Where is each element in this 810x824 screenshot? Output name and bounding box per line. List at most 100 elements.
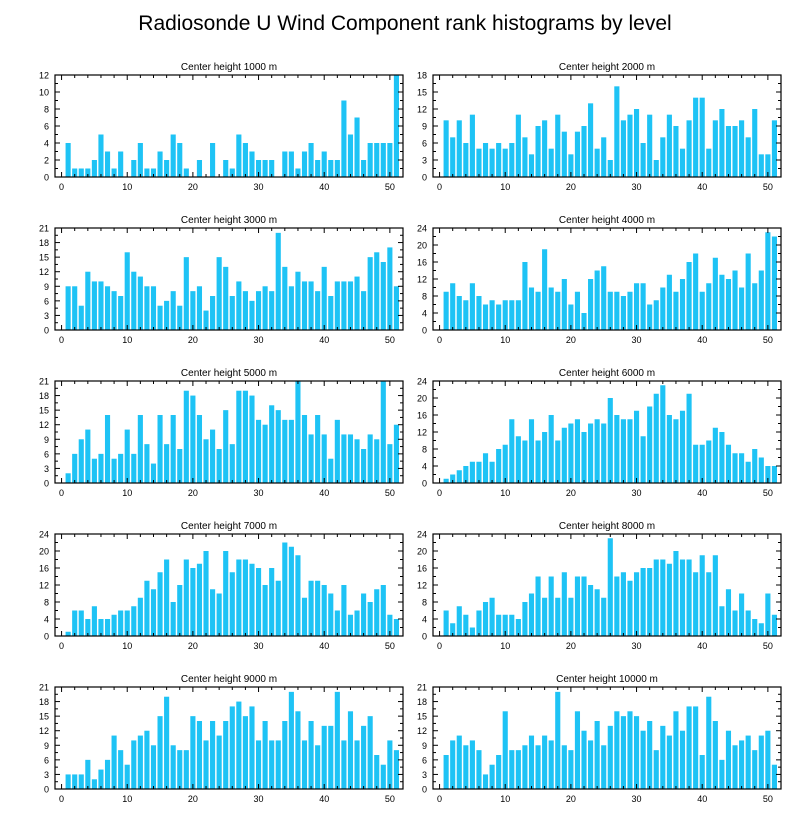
bar — [509, 750, 515, 789]
bar — [65, 286, 71, 330]
bar — [301, 415, 308, 483]
bar — [469, 283, 475, 330]
chart-panel-4: Center height 4000 m 0 4 8 12 16 20 24 0 10 20 30 40… — [417, 215, 782, 345]
x-tick-label: 40 — [319, 182, 329, 192]
y-tick-label: 6 — [44, 122, 49, 132]
chart-panel-1: Center height 1000 m 0 2 4 6 8 10 12 0 10 20 30 40 50 — [39, 62, 404, 192]
bar — [295, 271, 301, 330]
bar — [118, 453, 124, 483]
bar — [85, 619, 91, 636]
bar — [752, 449, 758, 483]
panel-title: Center height 9000 m — [181, 674, 277, 685]
x-tick-label: 40 — [697, 182, 707, 192]
bar — [341, 740, 347, 789]
bar — [354, 610, 360, 636]
y-tick-label: 6 — [422, 755, 427, 765]
bar — [660, 137, 666, 177]
x-tick-label: 0 — [59, 794, 64, 804]
bar — [758, 735, 764, 789]
bar — [745, 137, 751, 177]
bar — [725, 730, 732, 789]
bar — [347, 614, 354, 636]
bar — [203, 740, 209, 789]
bar — [262, 585, 268, 636]
x-tick-label: 50 — [385, 182, 395, 192]
bar — [555, 291, 561, 330]
bar — [236, 390, 242, 483]
bar — [144, 286, 150, 330]
bar — [242, 390, 248, 483]
bar — [647, 406, 653, 483]
bar — [223, 266, 229, 330]
bar — [380, 143, 386, 177]
bar — [170, 291, 176, 330]
bar — [509, 614, 515, 636]
bar — [489, 148, 495, 177]
bar — [758, 154, 764, 177]
bar — [347, 134, 354, 177]
bar — [561, 131, 567, 177]
bar — [170, 134, 176, 177]
bar — [561, 572, 567, 636]
bar — [542, 735, 548, 789]
bar — [693, 444, 699, 483]
bar — [255, 740, 262, 789]
bar — [660, 725, 666, 789]
bar — [732, 610, 738, 636]
bar — [528, 735, 535, 789]
bar — [633, 410, 640, 483]
bar — [341, 585, 347, 636]
bar — [489, 461, 495, 483]
y-tick-label: 8 — [44, 598, 49, 608]
bar — [137, 276, 143, 330]
bar — [177, 305, 183, 330]
x-tick-label: 40 — [319, 488, 329, 498]
bar — [190, 395, 196, 483]
bar — [673, 551, 679, 636]
bar — [456, 606, 462, 636]
bar — [463, 466, 469, 483]
bar — [387, 444, 393, 483]
bar — [308, 580, 314, 636]
bar — [640, 568, 646, 636]
bar — [693, 97, 699, 177]
bar — [183, 750, 189, 789]
bar — [443, 755, 449, 789]
bar — [104, 151, 111, 177]
bar — [601, 423, 607, 483]
x-tick-label: 0 — [437, 641, 442, 651]
bar — [104, 759, 111, 789]
bar — [157, 572, 163, 636]
bar — [706, 283, 712, 330]
bar — [210, 296, 216, 330]
bar — [118, 750, 124, 789]
bar — [653, 160, 659, 177]
y-tick-label: 3 — [422, 770, 427, 780]
bar — [456, 120, 462, 177]
bar — [706, 148, 712, 177]
bar — [137, 415, 143, 483]
bar — [568, 750, 574, 789]
bar — [496, 614, 502, 636]
bar — [367, 143, 373, 177]
bar — [124, 764, 130, 789]
bar — [640, 436, 646, 483]
bar — [515, 619, 521, 636]
bar — [347, 434, 354, 483]
bar — [561, 745, 567, 789]
y-tick-label: 15 — [417, 88, 427, 98]
y-tick-label: 21 — [39, 224, 49, 234]
bar — [489, 764, 495, 789]
bar — [255, 160, 262, 177]
bar — [387, 740, 393, 789]
bar — [620, 296, 626, 330]
bar — [321, 725, 327, 789]
bar — [354, 276, 360, 330]
bar — [301, 151, 308, 177]
bar — [164, 444, 170, 483]
bar — [380, 764, 386, 789]
x-tick-label: 40 — [319, 794, 329, 804]
bar — [328, 458, 334, 483]
bar — [535, 576, 541, 636]
bar — [242, 291, 248, 330]
